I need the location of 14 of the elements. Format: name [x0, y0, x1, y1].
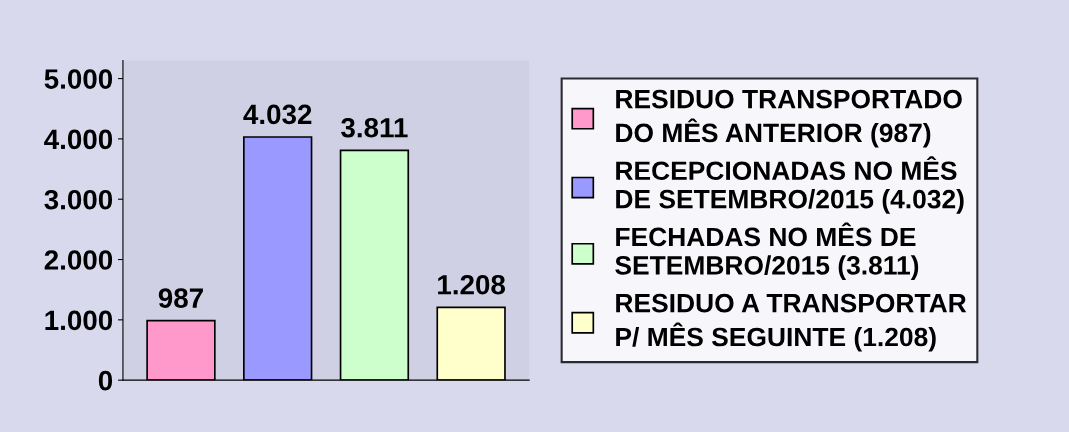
data-label: 1.208 [438, 274, 506, 295]
y-tick-label: 5.000 [44, 69, 113, 89]
y-tick-label: 0 [98, 370, 113, 391]
data-label: 3.811 [341, 117, 408, 138]
legend-label: RESIDUO A TRANSPORTAR P/ MÊS SEGUINTE (1.208) [616, 293, 967, 352]
data-label: 987 [158, 288, 203, 308]
data-label: 4.032 [243, 104, 312, 125]
y-tick-label: 1.000 [45, 310, 113, 331]
y-tick-label: 2.000 [44, 250, 113, 270]
y-tick-label: 3.000 [44, 189, 113, 210]
legend-label: RECEPCIONADAS NO MÊS DE SETEMBRO/2015 (4.032) [616, 156, 964, 214]
y-tick-label: 4.000 [44, 129, 113, 150]
legend-label: RESIDUO TRANSPORTADO DO MÊS ANTERIOR (987) [616, 89, 962, 148]
legend-label: FECHADAS NO MÊS DE SETEMBRO/2015 (3.811) [615, 222, 919, 280]
